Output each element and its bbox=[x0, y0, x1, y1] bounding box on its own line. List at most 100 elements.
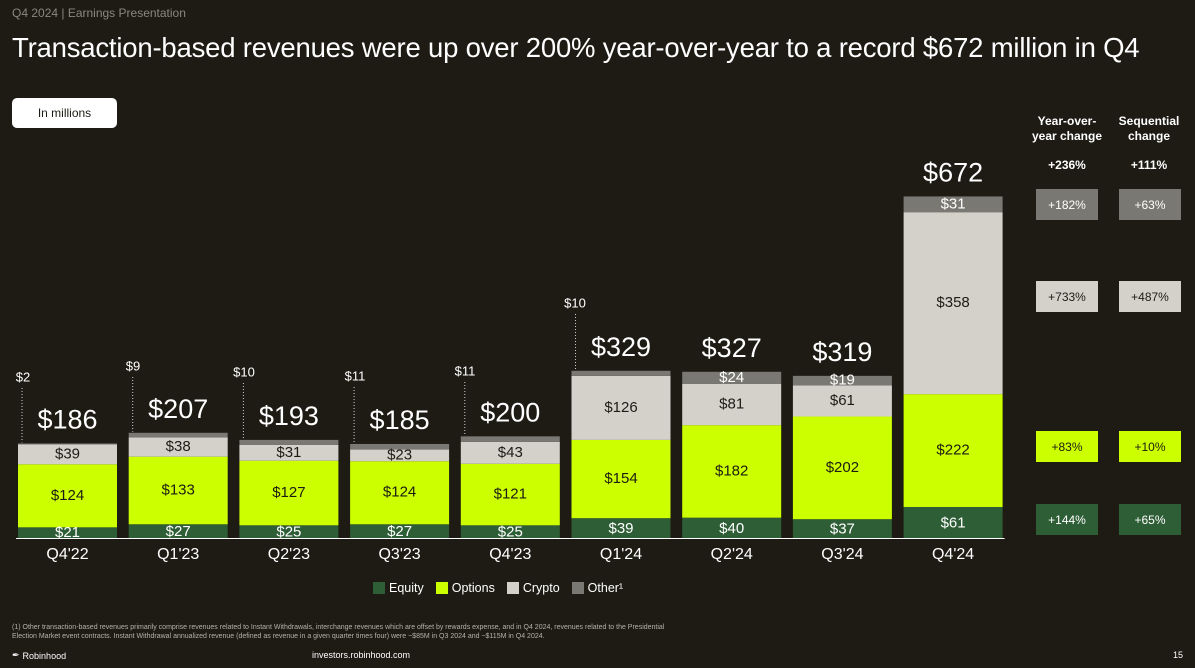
bar-equity-4 bbox=[460, 525, 560, 538]
bar-equity-2 bbox=[239, 525, 339, 538]
bar-equity-5 bbox=[571, 518, 671, 538]
category-label-2: Q2'23 bbox=[268, 546, 310, 563]
label-other-3: $11 bbox=[345, 368, 366, 383]
legend-swatch-options bbox=[435, 582, 448, 594]
bar-crypto-4 bbox=[460, 441, 560, 464]
label-options-8: $222 bbox=[936, 442, 969, 459]
label-other-8: $31 bbox=[941, 195, 966, 212]
yoy-header: Year-over-year change bbox=[1031, 114, 1103, 143]
bar-other-3 bbox=[350, 443, 450, 450]
category-label-8: Q4'24 bbox=[932, 546, 974, 563]
bar-crypto-5 bbox=[571, 375, 671, 440]
label-options-1: $133 bbox=[162, 481, 195, 498]
bar-crypto-1 bbox=[128, 437, 228, 457]
label-options-7: $202 bbox=[826, 459, 859, 476]
label-other-5: $10 bbox=[564, 295, 586, 310]
bar-options-8 bbox=[903, 394, 1003, 507]
bar-other-7 bbox=[792, 375, 892, 386]
bar-options-5 bbox=[571, 439, 671, 519]
legend-label-crypto: Crypto bbox=[522, 581, 560, 595]
category-label-3: Q3'23 bbox=[378, 546, 420, 563]
label-crypto-7: $61 bbox=[830, 392, 855, 409]
bar-equity-6 bbox=[682, 517, 782, 538]
bar-crypto-7 bbox=[792, 385, 892, 417]
label-crypto-8: $358 bbox=[936, 294, 969, 311]
label-other-4: $11 bbox=[455, 363, 476, 378]
bar-crypto-8 bbox=[903, 212, 1003, 395]
label-crypto-3: $23 bbox=[387, 446, 412, 463]
legend-label-options: Options bbox=[451, 581, 495, 595]
label-crypto-1: $38 bbox=[166, 438, 191, 455]
bar-other-0 bbox=[18, 443, 117, 445]
bar-crypto-0 bbox=[18, 444, 117, 465]
bar-options-0 bbox=[18, 464, 117, 528]
label-total-1: $207 bbox=[148, 394, 208, 424]
label-other-6: $24 bbox=[719, 369, 744, 386]
category-label-0: Q4'22 bbox=[46, 546, 88, 563]
legend-swatch-equity bbox=[373, 582, 385, 594]
label-crypto-6: $81 bbox=[719, 396, 744, 413]
bar-equity-3 bbox=[350, 524, 450, 538]
label-crypto-2: $31 bbox=[276, 444, 301, 461]
label-equity-5: $39 bbox=[608, 520, 633, 537]
label-equity-7: $37 bbox=[830, 521, 855, 538]
legend-swatch-other bbox=[571, 582, 584, 594]
bar-options-7 bbox=[792, 416, 892, 520]
site-url: investors.robinhood.com bbox=[312, 650, 411, 660]
bar-equity-7 bbox=[792, 519, 892, 538]
page-number: 15 bbox=[1172, 650, 1183, 660]
category-label-1: Q1'23 bbox=[157, 546, 199, 563]
bar-other-6 bbox=[682, 371, 782, 384]
label-total-5: $329 bbox=[591, 332, 651, 362]
yoy-other-change: +182% bbox=[1036, 189, 1098, 220]
feather-icon: ✒ bbox=[12, 650, 20, 660]
bar-other-2 bbox=[239, 439, 339, 445]
legend-item-crypto: Crypto bbox=[506, 581, 560, 595]
label-options-4: $121 bbox=[494, 486, 527, 503]
label-equity-0: $21 bbox=[55, 524, 80, 541]
brand-logo: ✒ Robinhood bbox=[12, 650, 66, 661]
bar-other-8 bbox=[903, 196, 1003, 213]
label-equity-3: $27 bbox=[387, 523, 412, 540]
legend-item-equity: Equity bbox=[373, 581, 424, 595]
yoy-equity-change: +144% bbox=[1036, 504, 1098, 535]
label-equity-4: $25 bbox=[498, 524, 523, 541]
yoy-total-change: +236% bbox=[1048, 158, 1086, 172]
label-options-5: $154 bbox=[604, 470, 637, 487]
bar-options-3 bbox=[350, 461, 450, 525]
label-total-2: $193 bbox=[259, 401, 319, 431]
label-options-0: $124 bbox=[51, 487, 84, 504]
seq-other-change: +63% bbox=[1119, 189, 1181, 220]
bar-crypto-6 bbox=[682, 383, 782, 426]
yoy-crypto-change: +733% bbox=[1036, 281, 1098, 312]
seq-options-change: +10% bbox=[1119, 431, 1181, 462]
brand-name: Robinhood bbox=[22, 650, 67, 661]
category-label-7: Q3'24 bbox=[821, 546, 863, 563]
bar-equity-0 bbox=[18, 527, 117, 538]
seq-crypto-change: +487% bbox=[1119, 281, 1181, 312]
label-other-0: $2 bbox=[16, 369, 30, 384]
header-subtitle: Q4 2024 | Earnings Presentation bbox=[12, 6, 186, 20]
label-equity-2: $25 bbox=[276, 524, 301, 541]
label-total-3: $185 bbox=[370, 405, 430, 435]
yoy-options-change: +83% bbox=[1036, 431, 1098, 462]
legend-item-options: Options bbox=[435, 581, 495, 595]
legend-label-other: Other¹ bbox=[587, 581, 624, 595]
bar-crypto-2 bbox=[239, 444, 339, 461]
label-total-6: $327 bbox=[702, 333, 762, 363]
seq-equity-change: +65% bbox=[1119, 504, 1181, 535]
category-label-5: Q1'24 bbox=[600, 546, 642, 563]
label-equity-8: $61 bbox=[941, 514, 966, 531]
category-label-6: Q2'24 bbox=[711, 546, 753, 563]
label-total-0: $186 bbox=[37, 405, 97, 435]
seq-header: Sequential change bbox=[1118, 114, 1180, 143]
category-label-4: Q4'23 bbox=[489, 546, 531, 563]
label-options-2: $127 bbox=[272, 484, 305, 501]
label-equity-1: $27 bbox=[166, 523, 191, 540]
footnote: (1) Other transaction-based revenues pri… bbox=[12, 624, 665, 640]
label-crypto-5: $126 bbox=[604, 399, 637, 416]
bar-equity-8 bbox=[903, 506, 1003, 538]
bar-options-2 bbox=[239, 460, 339, 526]
label-total-4: $200 bbox=[480, 397, 540, 427]
